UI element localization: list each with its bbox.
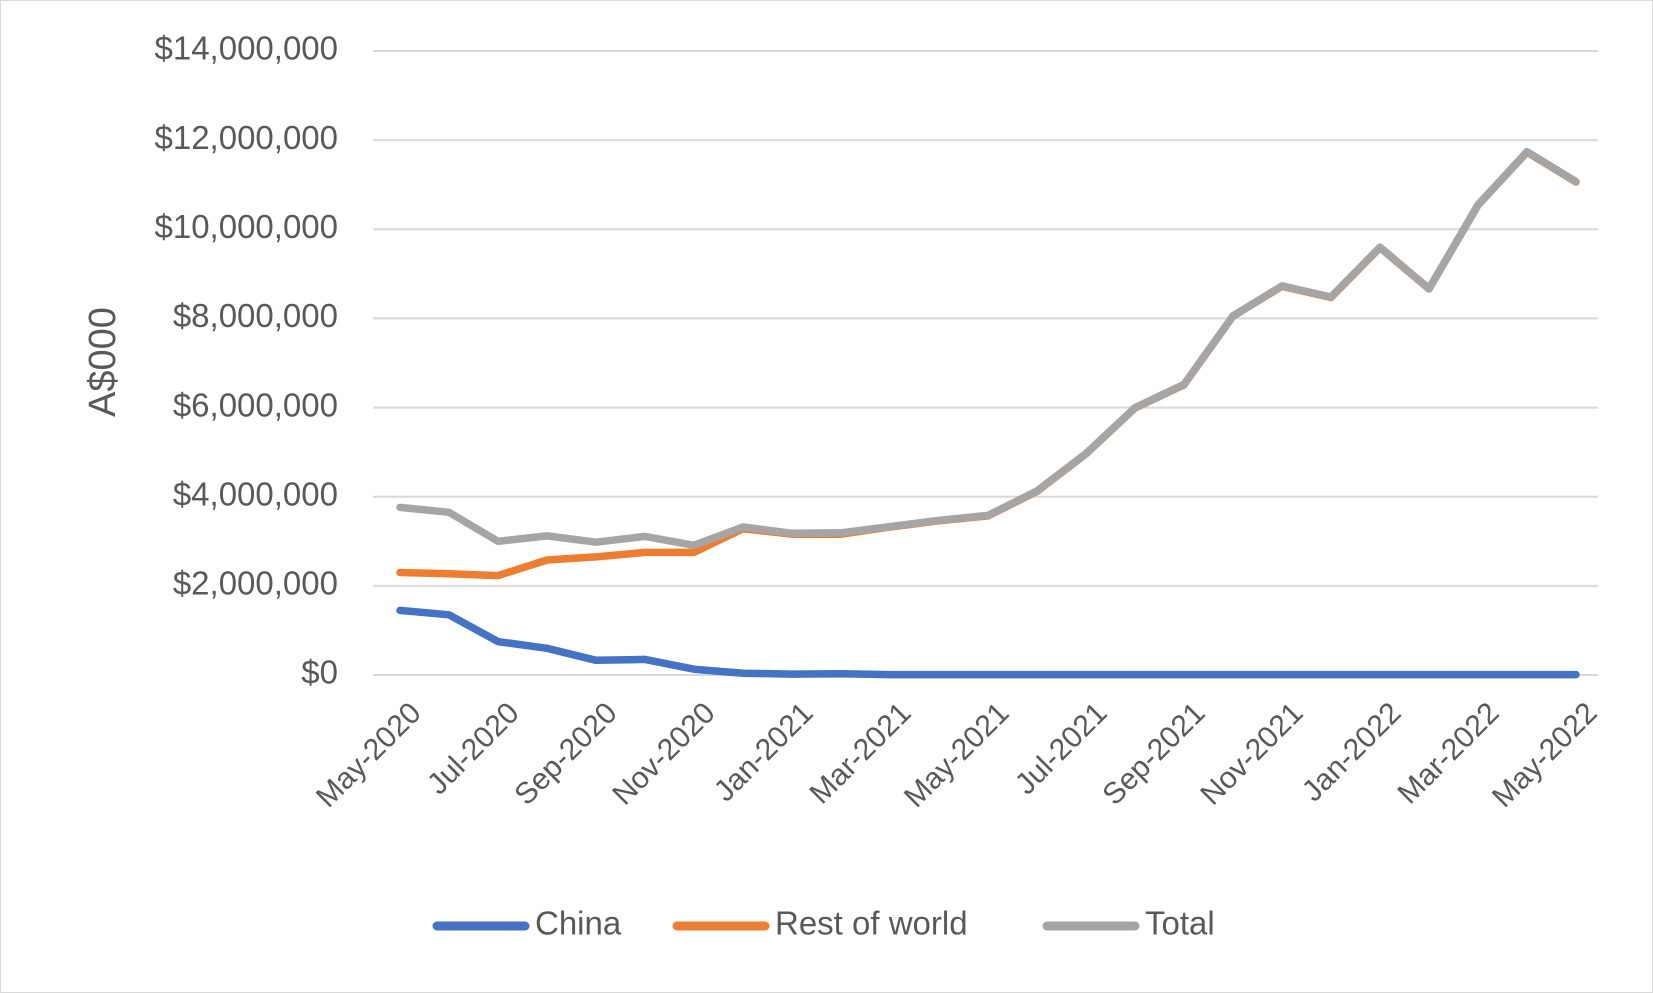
y-axis-ticks: $0 $2,000,000 $4,000,000 $6,000,000 $8,000,0… — [154, 30, 338, 691]
x-tick-label: Jan-2021 — [708, 696, 820, 808]
x-tick-label: May-2020 — [310, 696, 428, 814]
x-tick-label: May-2022 — [1486, 696, 1604, 814]
y-tick-label: $10,000,000 — [154, 208, 338, 245]
legend-label-china: China — [535, 905, 622, 942]
series-line-china — [396, 606, 1580, 679]
legend: China Rest of world Total — [432, 905, 1215, 942]
legend-label-total: Total — [1145, 905, 1215, 942]
x-tick-label: May-2021 — [898, 696, 1016, 814]
x-tick-label: Sep-2021 — [1096, 696, 1211, 811]
y-tick-label: $0 — [301, 654, 338, 691]
y-tick-label: $14,000,000 — [154, 30, 338, 67]
x-tick-label: Sep-2020 — [508, 696, 623, 811]
legend-label-rest-of-world: Rest of world — [775, 905, 968, 942]
x-axis-ticks: May-2020Jul-2020Sep-2020Nov-2020Jan-2021… — [310, 696, 1604, 814]
x-tick-label: Nov-2021 — [1194, 696, 1309, 811]
y-axis-title: A$000 — [82, 307, 124, 417]
x-tick-label: Jan-2022 — [1296, 696, 1408, 808]
y-tick-label: $6,000,000 — [173, 386, 338, 423]
gridlines — [373, 50, 1598, 676]
x-tick-label: Nov-2020 — [606, 696, 721, 811]
y-tick-label: $12,000,000 — [154, 119, 338, 156]
y-tick-label: $2,000,000 — [173, 565, 338, 602]
y-tick-label: $8,000,000 — [173, 297, 338, 334]
y-tick-label: $4,000,000 — [173, 475, 338, 512]
series-lines — [396, 147, 1580, 679]
series-line-total — [396, 147, 1580, 550]
